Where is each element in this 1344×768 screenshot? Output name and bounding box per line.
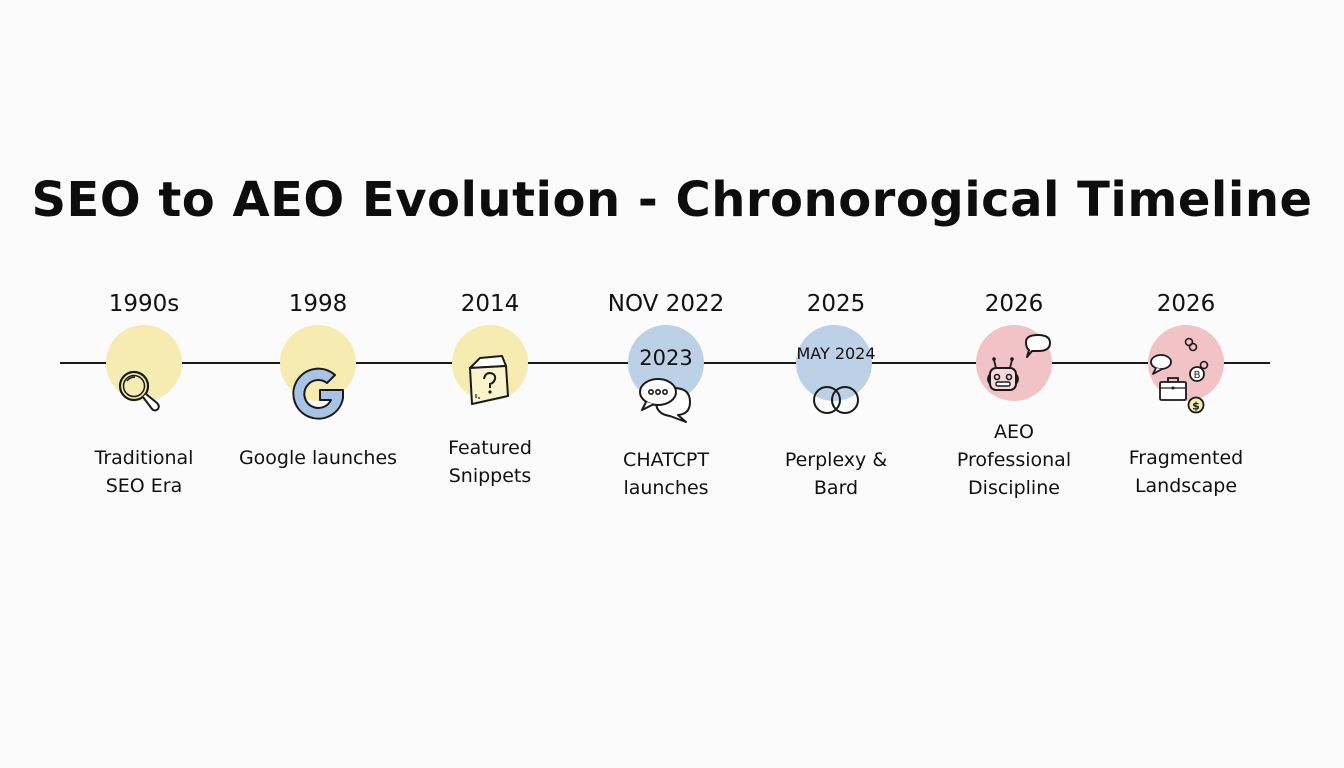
event-inner-date: 2023 bbox=[639, 346, 693, 370]
event-label: Traditional SEO Era bbox=[94, 447, 194, 497]
page-title: SEO to AEO Evolution - Chronorogical Tim… bbox=[31, 172, 1313, 228]
event-label: CHATCPT launches bbox=[623, 449, 709, 499]
chat-bubble-icon bbox=[1150, 354, 1172, 375]
timeline-event-2026-fragmented: 2026 B $ Fragmented Landscape bbox=[1086, 0, 1286, 768]
question-box-icon bbox=[469, 355, 509, 405]
svg-text:B: B bbox=[1194, 370, 1201, 381]
event-year: 2025 bbox=[806, 291, 866, 317]
svg-text:$: $ bbox=[1192, 400, 1200, 413]
event-label: Featured Snippets bbox=[448, 437, 532, 487]
briefcase-icon bbox=[1159, 377, 1187, 401]
bitcoin-icon: B bbox=[1189, 360, 1209, 382]
fragmented-icons: B $ bbox=[1150, 337, 1209, 414]
event-year: 1990s bbox=[108, 291, 180, 317]
event-label: Google launches bbox=[238, 447, 398, 469]
event-label: Fragmented Landscape bbox=[1128, 447, 1244, 497]
timeline-event-1990s: 1990s Traditional SEO Era bbox=[44, 0, 244, 768]
timeline-event-2014: 2014 Featured Snippets bbox=[390, 0, 590, 768]
overlapping-circles-icon bbox=[813, 386, 859, 414]
event-year: 2026 bbox=[984, 291, 1044, 317]
dollar-coin-icon: $ bbox=[1187, 396, 1205, 414]
event-circle bbox=[280, 325, 356, 401]
event-year: NOV 2022 bbox=[607, 291, 725, 317]
event-year: 1998 bbox=[288, 291, 348, 317]
timeline-event-2026-aeo: 2026 AEO Professional Discipline bbox=[914, 0, 1114, 768]
google-g-icon bbox=[292, 367, 344, 420]
timeline-event-nov-2022: NOV 2022 2023 CHATCPT launches bbox=[566, 0, 766, 768]
event-label: AEO Professional Discipline bbox=[956, 421, 1072, 499]
timeline-event-1998: 1998 Google launches bbox=[218, 0, 418, 768]
event-inner-date: MAY 2024 bbox=[796, 344, 876, 363]
timeline-event-2025: 2025 MAY 2024 Perplexy & Bard bbox=[736, 0, 936, 768]
chat-bubbles-icon bbox=[639, 378, 691, 423]
event-year: 2014 bbox=[460, 291, 520, 317]
event-label: Perplexy & Bard bbox=[784, 449, 888, 499]
robot-chat-icon bbox=[987, 334, 1051, 391]
event-year: 2026 bbox=[1156, 291, 1216, 317]
link-circles-icon bbox=[1184, 337, 1198, 352]
magnifier-icon bbox=[118, 370, 160, 412]
